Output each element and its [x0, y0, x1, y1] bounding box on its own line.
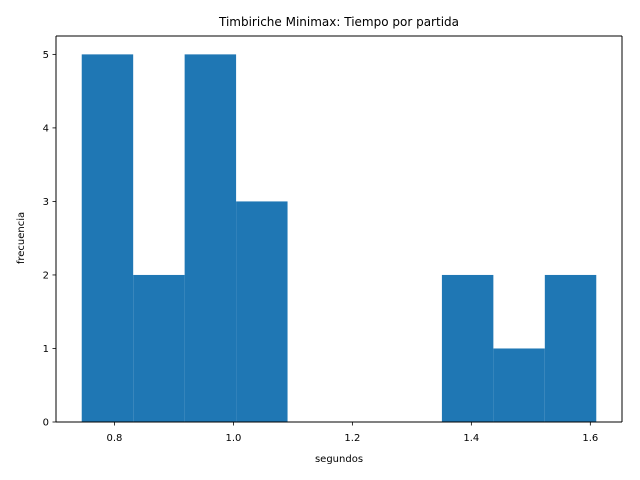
- histogram-bar: [493, 348, 545, 422]
- histogram-bar: [236, 201, 288, 422]
- y-tick-label: 4: [43, 123, 49, 134]
- x-tick-label: 0.8: [106, 433, 122, 444]
- histogram-bar: [544, 274, 597, 422]
- y-tick-label: 2: [43, 270, 49, 281]
- x-axis-label: segundos: [315, 454, 363, 465]
- y-tick-label: 0: [43, 418, 49, 429]
- y-tick-label: 1: [43, 344, 49, 355]
- x-tick-label: 1.6: [582, 433, 598, 444]
- chart-title: Timbiriche Minimax: Tiempo por partida: [218, 15, 459, 29]
- x-tick-label: 1.0: [225, 433, 241, 444]
- y-tick-label: 3: [43, 197, 49, 208]
- y-tick-label: 5: [43, 50, 49, 61]
- histogram-bar: [184, 54, 237, 422]
- bars-group: [81, 54, 597, 422]
- histogram-bar: [81, 54, 134, 422]
- x-tick-label: 1.4: [463, 433, 479, 444]
- x-ticks: 0.8 1.0 1.2 1.4 1.6: [106, 422, 598, 444]
- histogram-bar: [133, 274, 185, 422]
- axes-frame: [55, 35, 623, 423]
- histogram-bar: [441, 274, 494, 422]
- y-ticks: 0 1 2 3 4 5: [43, 50, 56, 429]
- y-axis-label: frecuencia: [16, 212, 27, 264]
- x-tick-label: 1.2: [344, 433, 360, 444]
